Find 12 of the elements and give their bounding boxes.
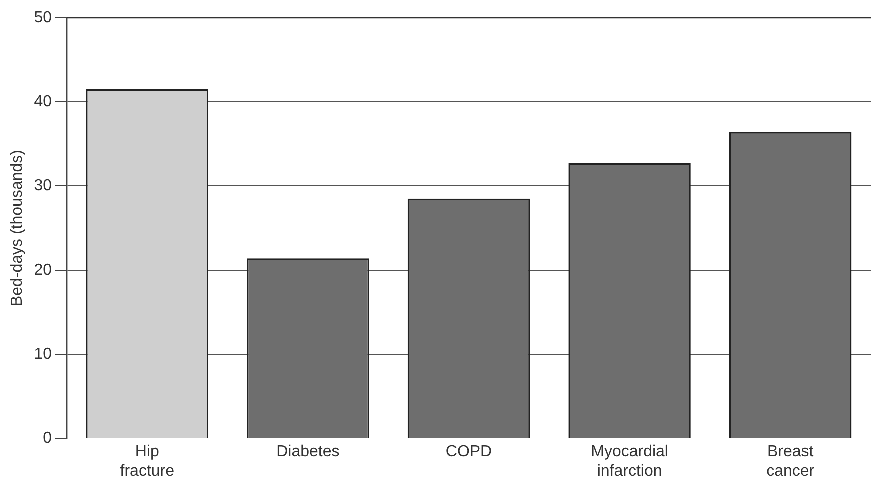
x-tick-label: Myocardial infarction [591, 444, 668, 480]
y-axis-title: Bed-days (thousands) [9, 150, 26, 307]
x-tick-label: Hip fracture [120, 444, 175, 480]
y-tick-label: 10 [34, 346, 52, 363]
x-tick-label: Breast cancer [766, 444, 816, 480]
x-tick-label: Diabetes [276, 444, 340, 461]
y-tick-label: 0 [43, 430, 52, 448]
y-tick-label: 20 [34, 262, 52, 279]
x-tick-label: COPD [446, 444, 492, 461]
y-tick-label: 40 [34, 94, 52, 111]
y-tick-label: 30 [34, 178, 52, 195]
y-tick-label: 50 [34, 9, 52, 26]
